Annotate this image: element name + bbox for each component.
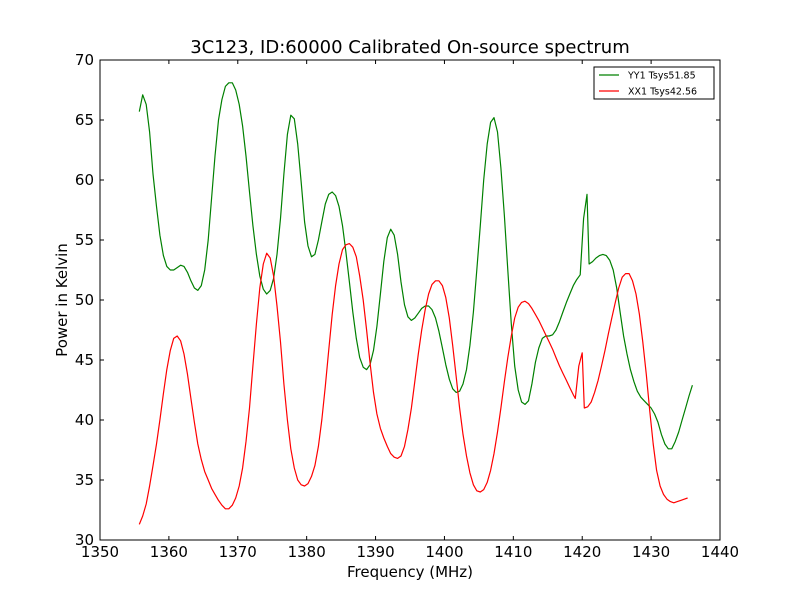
series-line-0 [138, 82, 693, 450]
chart-title: 3C123, ID:60000 Calibrated On-source spe… [190, 37, 630, 58]
y-tick-label: 65 [75, 111, 94, 129]
x-tick-label: 1420 [563, 543, 601, 561]
x-tick-label: 1390 [356, 543, 394, 561]
y-tick-label: 40 [75, 411, 94, 429]
y-tick-label: 45 [75, 351, 94, 369]
x-tick-label: 1380 [288, 543, 326, 561]
legend-box [593, 66, 715, 100]
x-axis-label: Frequency (MHz) [347, 563, 473, 581]
series-line-1 [138, 243, 688, 525]
y-tick-label: 30 [75, 531, 94, 549]
series-layer [138, 82, 693, 525]
y-tick-label: 70 [75, 51, 94, 69]
x-tick-label: 1440 [701, 543, 739, 561]
x-tick-label: 1410 [494, 543, 532, 561]
y-tick-label: 60 [75, 171, 94, 189]
legend-label-0: YY1 Tsys51.85 [627, 71, 696, 82]
x-tick-label: 1370 [219, 543, 257, 561]
y-tick-label: 35 [75, 471, 94, 489]
y-tick-label: 50 [75, 291, 94, 309]
y-axis-label: Power in Kelvin [53, 243, 71, 357]
legend: YY1 Tsys51.85 XX1 Tsys42.56 [593, 66, 715, 100]
x-tick-label: 1430 [632, 543, 670, 561]
tick-layer: 1350 1360 1370 1380 1390 1400 1410 1420 1430 1440… [75, 51, 739, 561]
x-tick-label: 1350 [81, 543, 119, 561]
legend-label-1: XX1 Tsys42.56 [628, 87, 697, 98]
x-tick-label: 1360 [150, 543, 188, 561]
x-tick-label: 1400 [425, 543, 463, 561]
y-tick-label: 55 [75, 231, 94, 249]
plot-frame [99, 59, 721, 541]
